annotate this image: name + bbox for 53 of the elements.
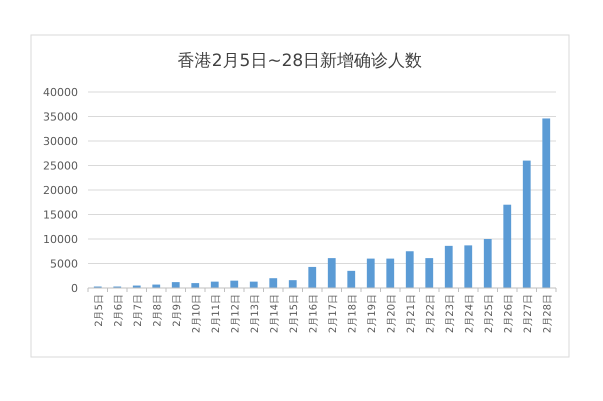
bar bbox=[444, 246, 453, 288]
bar bbox=[269, 278, 278, 288]
y-tick-label: 0 bbox=[71, 282, 78, 295]
bar bbox=[250, 282, 258, 288]
bar bbox=[503, 204, 512, 288]
x-tick-label: 2月9日 bbox=[172, 294, 183, 327]
x-tick-label: 2月11日 bbox=[210, 294, 222, 334]
bar bbox=[366, 258, 375, 288]
x-tick-label: 2月24日 bbox=[464, 294, 476, 334]
x-tick-label: 2月16日 bbox=[308, 294, 320, 334]
bar bbox=[406, 251, 414, 288]
x-tick-label: 2月28日 bbox=[542, 294, 554, 334]
bar bbox=[425, 258, 434, 288]
x-tick-label: 2月19日 bbox=[366, 294, 378, 334]
y-tick-label: 20000 bbox=[43, 184, 78, 197]
bar bbox=[288, 280, 297, 288]
x-tick-label: 2月27日 bbox=[522, 294, 534, 334]
x-tick-label: 2月26日 bbox=[503, 294, 514, 334]
x-tick-label: 2月8日 bbox=[152, 294, 164, 327]
bar bbox=[328, 258, 336, 288]
x-tick-label: 2月25日 bbox=[484, 294, 495, 334]
bar bbox=[386, 258, 394, 288]
y-tick-label: 10000 bbox=[43, 233, 78, 246]
bar bbox=[172, 282, 180, 288]
x-tick-label: 2月5日 bbox=[94, 294, 105, 327]
x-tick-label: 2月7日 bbox=[132, 294, 144, 327]
bar bbox=[464, 245, 472, 288]
x-tick-label: 2月10日 bbox=[191, 294, 202, 334]
bar bbox=[210, 282, 219, 288]
x-tick-label: 2月20日 bbox=[386, 294, 398, 334]
x-tick-label: 2月12日 bbox=[230, 294, 242, 334]
chart-title: 香港2月5日~28日新增确诊人数 bbox=[178, 51, 422, 71]
y-tick-label: 35000 bbox=[43, 110, 78, 124]
y-tick-label: 40000 bbox=[43, 86, 78, 99]
bar bbox=[230, 280, 238, 288]
x-tick-label: 2月13日 bbox=[250, 294, 261, 334]
bar bbox=[347, 270, 356, 288]
y-tick-label: 5000 bbox=[50, 258, 78, 270]
x-tick-label: 2月15日 bbox=[288, 294, 300, 334]
bar bbox=[542, 118, 550, 288]
bar bbox=[308, 266, 316, 288]
x-tick-label: 2月6日 bbox=[113, 294, 124, 327]
x-tick-label: 2月14日 bbox=[269, 294, 280, 334]
y-tick-label: 25000 bbox=[43, 160, 78, 172]
x-tick-label: 2月17日 bbox=[328, 294, 339, 334]
x-tick-label: 2月22日 bbox=[425, 294, 436, 334]
x-tick-label: 2月21日 bbox=[406, 294, 417, 334]
y-tick-label: 30000 bbox=[43, 135, 78, 148]
bar bbox=[522, 160, 531, 288]
x-tick-label: 2月23日 bbox=[444, 294, 456, 334]
x-tick-label: 2月18日 bbox=[347, 294, 358, 334]
bar bbox=[484, 239, 492, 288]
y-tick-label: 15000 bbox=[43, 208, 78, 222]
